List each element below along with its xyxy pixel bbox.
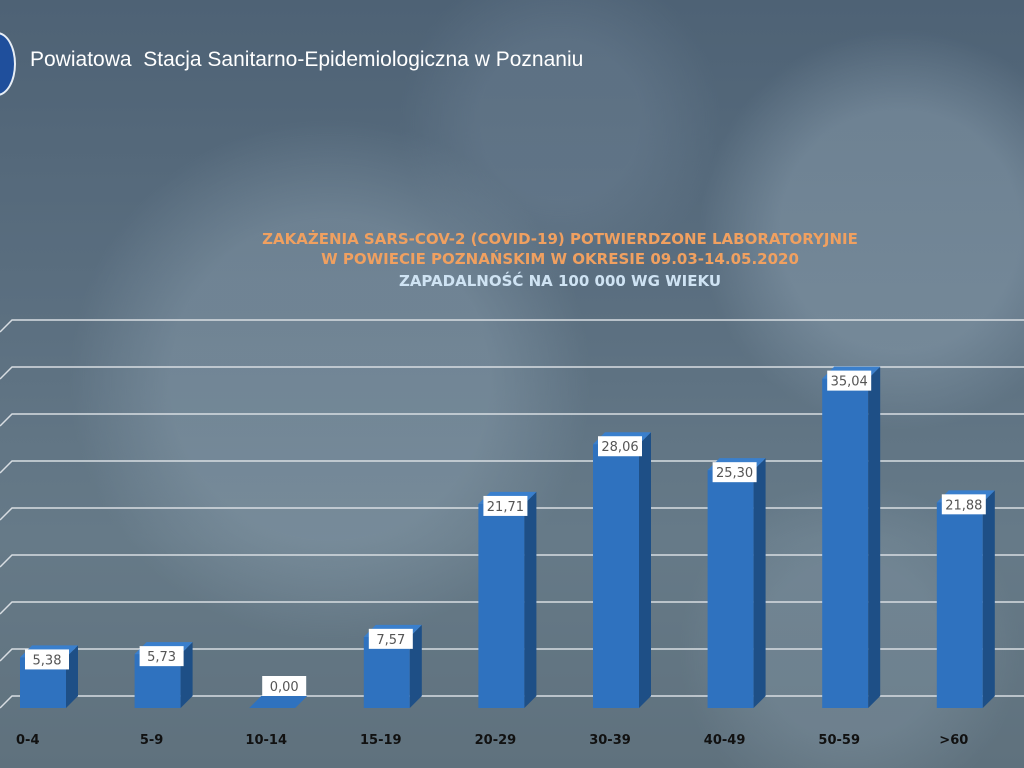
bar-side [753,458,766,708]
gridline [0,648,1024,662]
bar-side [524,491,537,708]
bar-front [936,502,983,708]
x-tick-label: 40-49 [704,733,746,748]
bar-side [868,366,881,708]
chart-title-line2: W POWIECIE POZNAŃSKIM W OKRESIE 09.03-14… [321,250,799,268]
gridline [0,695,1024,709]
data-label: 5,73 [147,650,176,665]
x-tick-label: 15-19 [360,733,402,748]
data-label: 35,04 [831,375,868,390]
org-name: Powiatowa Stacja Sanitarno-Epidemiologic… [30,48,584,71]
data-label-box [827,370,872,391]
bar-front [707,470,754,708]
data-label: 21,71 [487,500,524,515]
bar-front [822,378,869,708]
bar-front [478,503,525,708]
x-tick-label: 5-9 [140,733,164,748]
data-label: 25,30 [716,466,753,481]
gridline [0,554,1024,568]
bar-side [982,490,995,708]
chart-title-line1: ZAKAŻENIA SARS-COV-2 (COVID-19) POTWIERD… [262,230,858,248]
bar-front [593,444,639,708]
x-tick-label: 10-14 [245,733,287,748]
gridline [0,319,1024,333]
gridline [0,601,1024,615]
data-label-box [598,436,642,457]
gridline [0,413,1024,427]
data-label: 28,06 [601,440,638,455]
gridline [0,507,1024,521]
bar-top [249,696,308,708]
data-label: 5,38 [33,653,62,668]
x-tick-label: 0-4 [16,733,40,748]
data-label-box [368,628,413,649]
data-label-box [941,494,986,515]
x-tick-label: 30-39 [589,733,631,748]
x-tick-label: 20-29 [475,733,517,748]
gridline [0,460,1024,474]
data-label: 21,88 [945,498,982,513]
chart-subtitle: ZAPADALNOŚĆ NA 100 000 WG WIEKU [398,272,722,290]
x-tick-label: >60 [939,733,968,748]
bar-side [639,432,651,708]
data-label: 0,00 [270,680,299,695]
data-label-box [712,462,757,483]
gridline [0,366,1024,380]
data-label: 7,57 [376,633,405,648]
data-label-box [262,676,307,696]
x-tick-label: 50-59 [818,733,860,748]
data-label-box [139,646,184,667]
data-label-box [25,649,69,670]
data-label-box [483,495,528,516]
